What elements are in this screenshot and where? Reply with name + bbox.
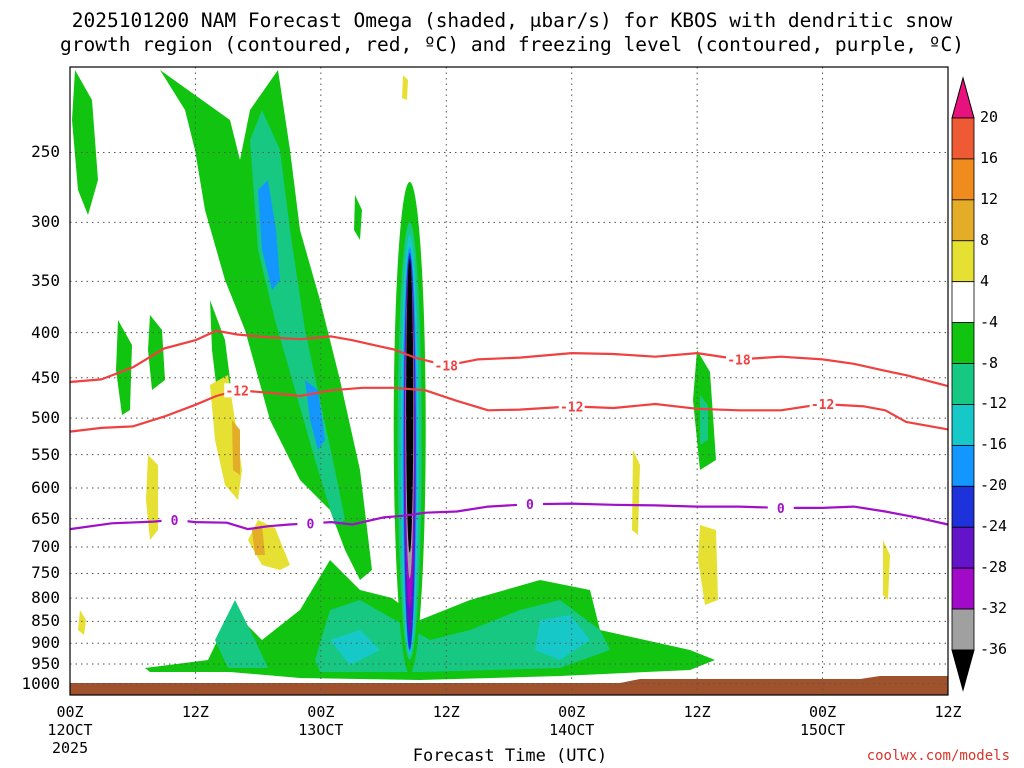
x-tick-label: 00Z — [809, 703, 837, 721]
upper-plume-blue — [258, 180, 325, 450]
contour-dendritic-m12 — [69, 386, 949, 433]
y-tick-label: 650 — [31, 508, 60, 528]
x-tick-label: 12Z — [181, 703, 209, 721]
x-tick-label: 00Z — [307, 703, 335, 721]
colorbar-segment-1 — [951, 117, 975, 160]
ascent-core-black — [406, 258, 414, 553]
y-tick-label: 900 — [31, 633, 60, 653]
chart-title-line-2: growth region (contoured, red, ºC) and f… — [60, 33, 964, 56]
colorbar — [951, 76, 975, 692]
terrain-strip — [70, 676, 948, 695]
x-tick-label: 12Z — [934, 703, 962, 721]
x-tick-label: 00Z — [558, 703, 586, 721]
colorbar-segment-2 — [951, 158, 975, 201]
x-tick-date-label: 13OCT — [298, 721, 344, 739]
y-tick-label: 950 — [31, 654, 60, 674]
colorbar-tick-label: -32 — [980, 599, 1008, 618]
omega-shading — [72, 70, 890, 680]
year-label: 2025 — [52, 739, 89, 757]
contour-label: -12 — [811, 398, 834, 413]
contour-label-bg — [433, 358, 460, 373]
credit-link[interactable]: coolwx.com/models — [866, 748, 1010, 764]
low-level-ascent-cyan — [330, 615, 590, 665]
contour-label-bg — [725, 352, 752, 367]
x-tick-label: 12Z — [432, 703, 460, 721]
colorbar-segment-5 — [951, 281, 975, 324]
y-tick-label: 300 — [31, 212, 60, 232]
colorbar-segment-8 — [951, 404, 975, 446]
x-tick-label: 00Z — [56, 703, 84, 721]
contour-label-bg — [161, 512, 188, 527]
colorbar-tick-label: -8 — [980, 353, 999, 372]
colorbar-bottom-arrow — [951, 649, 975, 692]
x-tick-date-label: 15OCT — [799, 721, 846, 739]
colorbar-tick-label: -36 — [980, 640, 1008, 658]
colorbar-segment-13 — [951, 608, 975, 651]
colorbar-segment-9 — [951, 444, 975, 487]
y-tick-label: 1000 — [21, 673, 60, 693]
plot-frame — [69, 66, 949, 696]
colorbar-tick-label: 4 — [980, 271, 990, 290]
contour-label-bg — [809, 397, 836, 412]
contour-label: 0 — [306, 517, 314, 532]
colorbar-tick-label: 16 — [980, 148, 999, 167]
colorbar-tick-label: -28 — [980, 558, 1008, 577]
colorbar-segment-11 — [951, 526, 975, 569]
contour-label: 0 — [526, 498, 534, 513]
colorbar-segment-3 — [951, 199, 975, 242]
colorbar-tick-label: 20 — [980, 108, 999, 126]
y-tick-label: 350 — [31, 271, 60, 291]
x-tick-date-label: 12OCT — [47, 721, 93, 739]
contour-layer: -18 -18 -12 -12 -12 0 0 0 0 — [69, 329, 949, 532]
colorbar-top-arrow — [951, 76, 975, 119]
contour-label: -18 — [727, 353, 751, 368]
colorbar-tick-label: -20 — [980, 476, 1008, 495]
colorbar-tick-label: -16 — [980, 435, 1008, 454]
colorbar-segment-4 — [951, 240, 975, 283]
terrain-layer — [70, 676, 948, 695]
contour-freezing-level — [69, 502, 949, 531]
contour-label: -12 — [560, 400, 583, 415]
y-tick-label: 250 — [31, 142, 60, 162]
y-tick-label: 750 — [31, 563, 60, 583]
colorbar-segment-7 — [951, 363, 975, 405]
colorbar-tick-label: 8 — [980, 230, 990, 249]
contour-label-bg — [297, 516, 324, 531]
y-tick-label: 700 — [31, 537, 60, 556]
scattered-teal-cell — [700, 395, 708, 445]
contour-label-bg — [516, 497, 543, 512]
colorbar-tick-label: 12 — [980, 189, 999, 208]
y-tick-label: 550 — [31, 444, 60, 464]
upper-left-green — [72, 70, 98, 215]
colorbar-tick-label: -12 — [980, 394, 1008, 413]
colorbar-tick-label: -24 — [980, 517, 1008, 536]
contour-label: 0 — [777, 502, 785, 517]
y-tick-label: 450 — [31, 367, 60, 387]
chart-title-line-1: 2025101200 NAM Forecast Omega (shaded, μ… — [71, 9, 953, 32]
x-tick-label: 12Z — [683, 703, 711, 721]
y-tick-label: 600 — [31, 477, 60, 497]
x-axis-label: Forecast Time (UTC) — [412, 746, 608, 766]
contour-label-bg — [224, 383, 251, 398]
y-tick-label: 850 — [31, 611, 60, 631]
contour-label-bg — [558, 399, 585, 414]
y-tick-label: 400 — [31, 322, 60, 342]
colorbar-segment-6 — [951, 322, 975, 364]
y-tick-label: 500 — [31, 408, 60, 428]
descent-orange-cells — [232, 420, 265, 555]
colorbar-segment-12 — [951, 567, 975, 610]
colorbar-tick-label: -4 — [980, 312, 999, 331]
contour-label: -18 — [435, 360, 459, 375]
contour-label: 0 — [171, 514, 179, 529]
x-tick-date-label: 14OCT — [549, 721, 595, 739]
contour-label: -12 — [225, 384, 248, 399]
y-tick-label: 800 — [31, 588, 60, 608]
contour-label-bg — [767, 500, 794, 515]
colorbar-segment-10 — [951, 485, 975, 528]
